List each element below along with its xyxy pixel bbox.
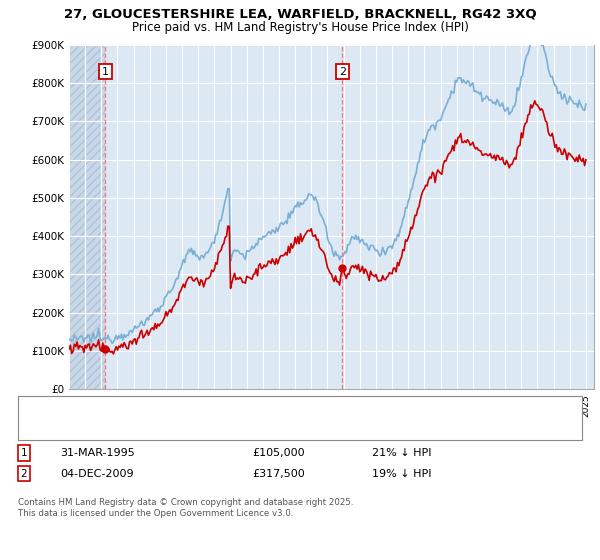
Text: —: — (36, 413, 51, 428)
Text: HPI: Average price, detached house, Bracknell Forest: HPI: Average price, detached house, Brac… (57, 413, 316, 423)
Text: 2: 2 (339, 67, 346, 77)
Text: Price paid vs. HM Land Registry's House Price Index (HPI): Price paid vs. HM Land Registry's House … (131, 21, 469, 34)
Text: 27, GLOUCESTERSHIRE LEA, WARFIELD, BRACKNELL, RG42 3XQ (detached house): 27, GLOUCESTERSHIRE LEA, WARFIELD, BRACK… (57, 400, 458, 410)
Text: 2: 2 (20, 469, 28, 479)
Text: 31-MAR-1995: 31-MAR-1995 (60, 448, 135, 458)
Text: 27, GLOUCESTERSHIRE LEA, WARFIELD, BRACKNELL, RG42 3XQ: 27, GLOUCESTERSHIRE LEA, WARFIELD, BRACK… (64, 8, 536, 21)
Text: Contains HM Land Registry data © Crown copyright and database right 2025.
This d: Contains HM Land Registry data © Crown c… (18, 498, 353, 518)
Text: 04-DEC-2009: 04-DEC-2009 (60, 469, 134, 479)
Text: 19% ↓ HPI: 19% ↓ HPI (372, 469, 431, 479)
Text: 1: 1 (102, 67, 109, 77)
Text: 1: 1 (20, 448, 28, 458)
Text: £105,000: £105,000 (252, 448, 305, 458)
Text: £317,500: £317,500 (252, 469, 305, 479)
Text: —: — (36, 400, 51, 416)
Text: 21% ↓ HPI: 21% ↓ HPI (372, 448, 431, 458)
